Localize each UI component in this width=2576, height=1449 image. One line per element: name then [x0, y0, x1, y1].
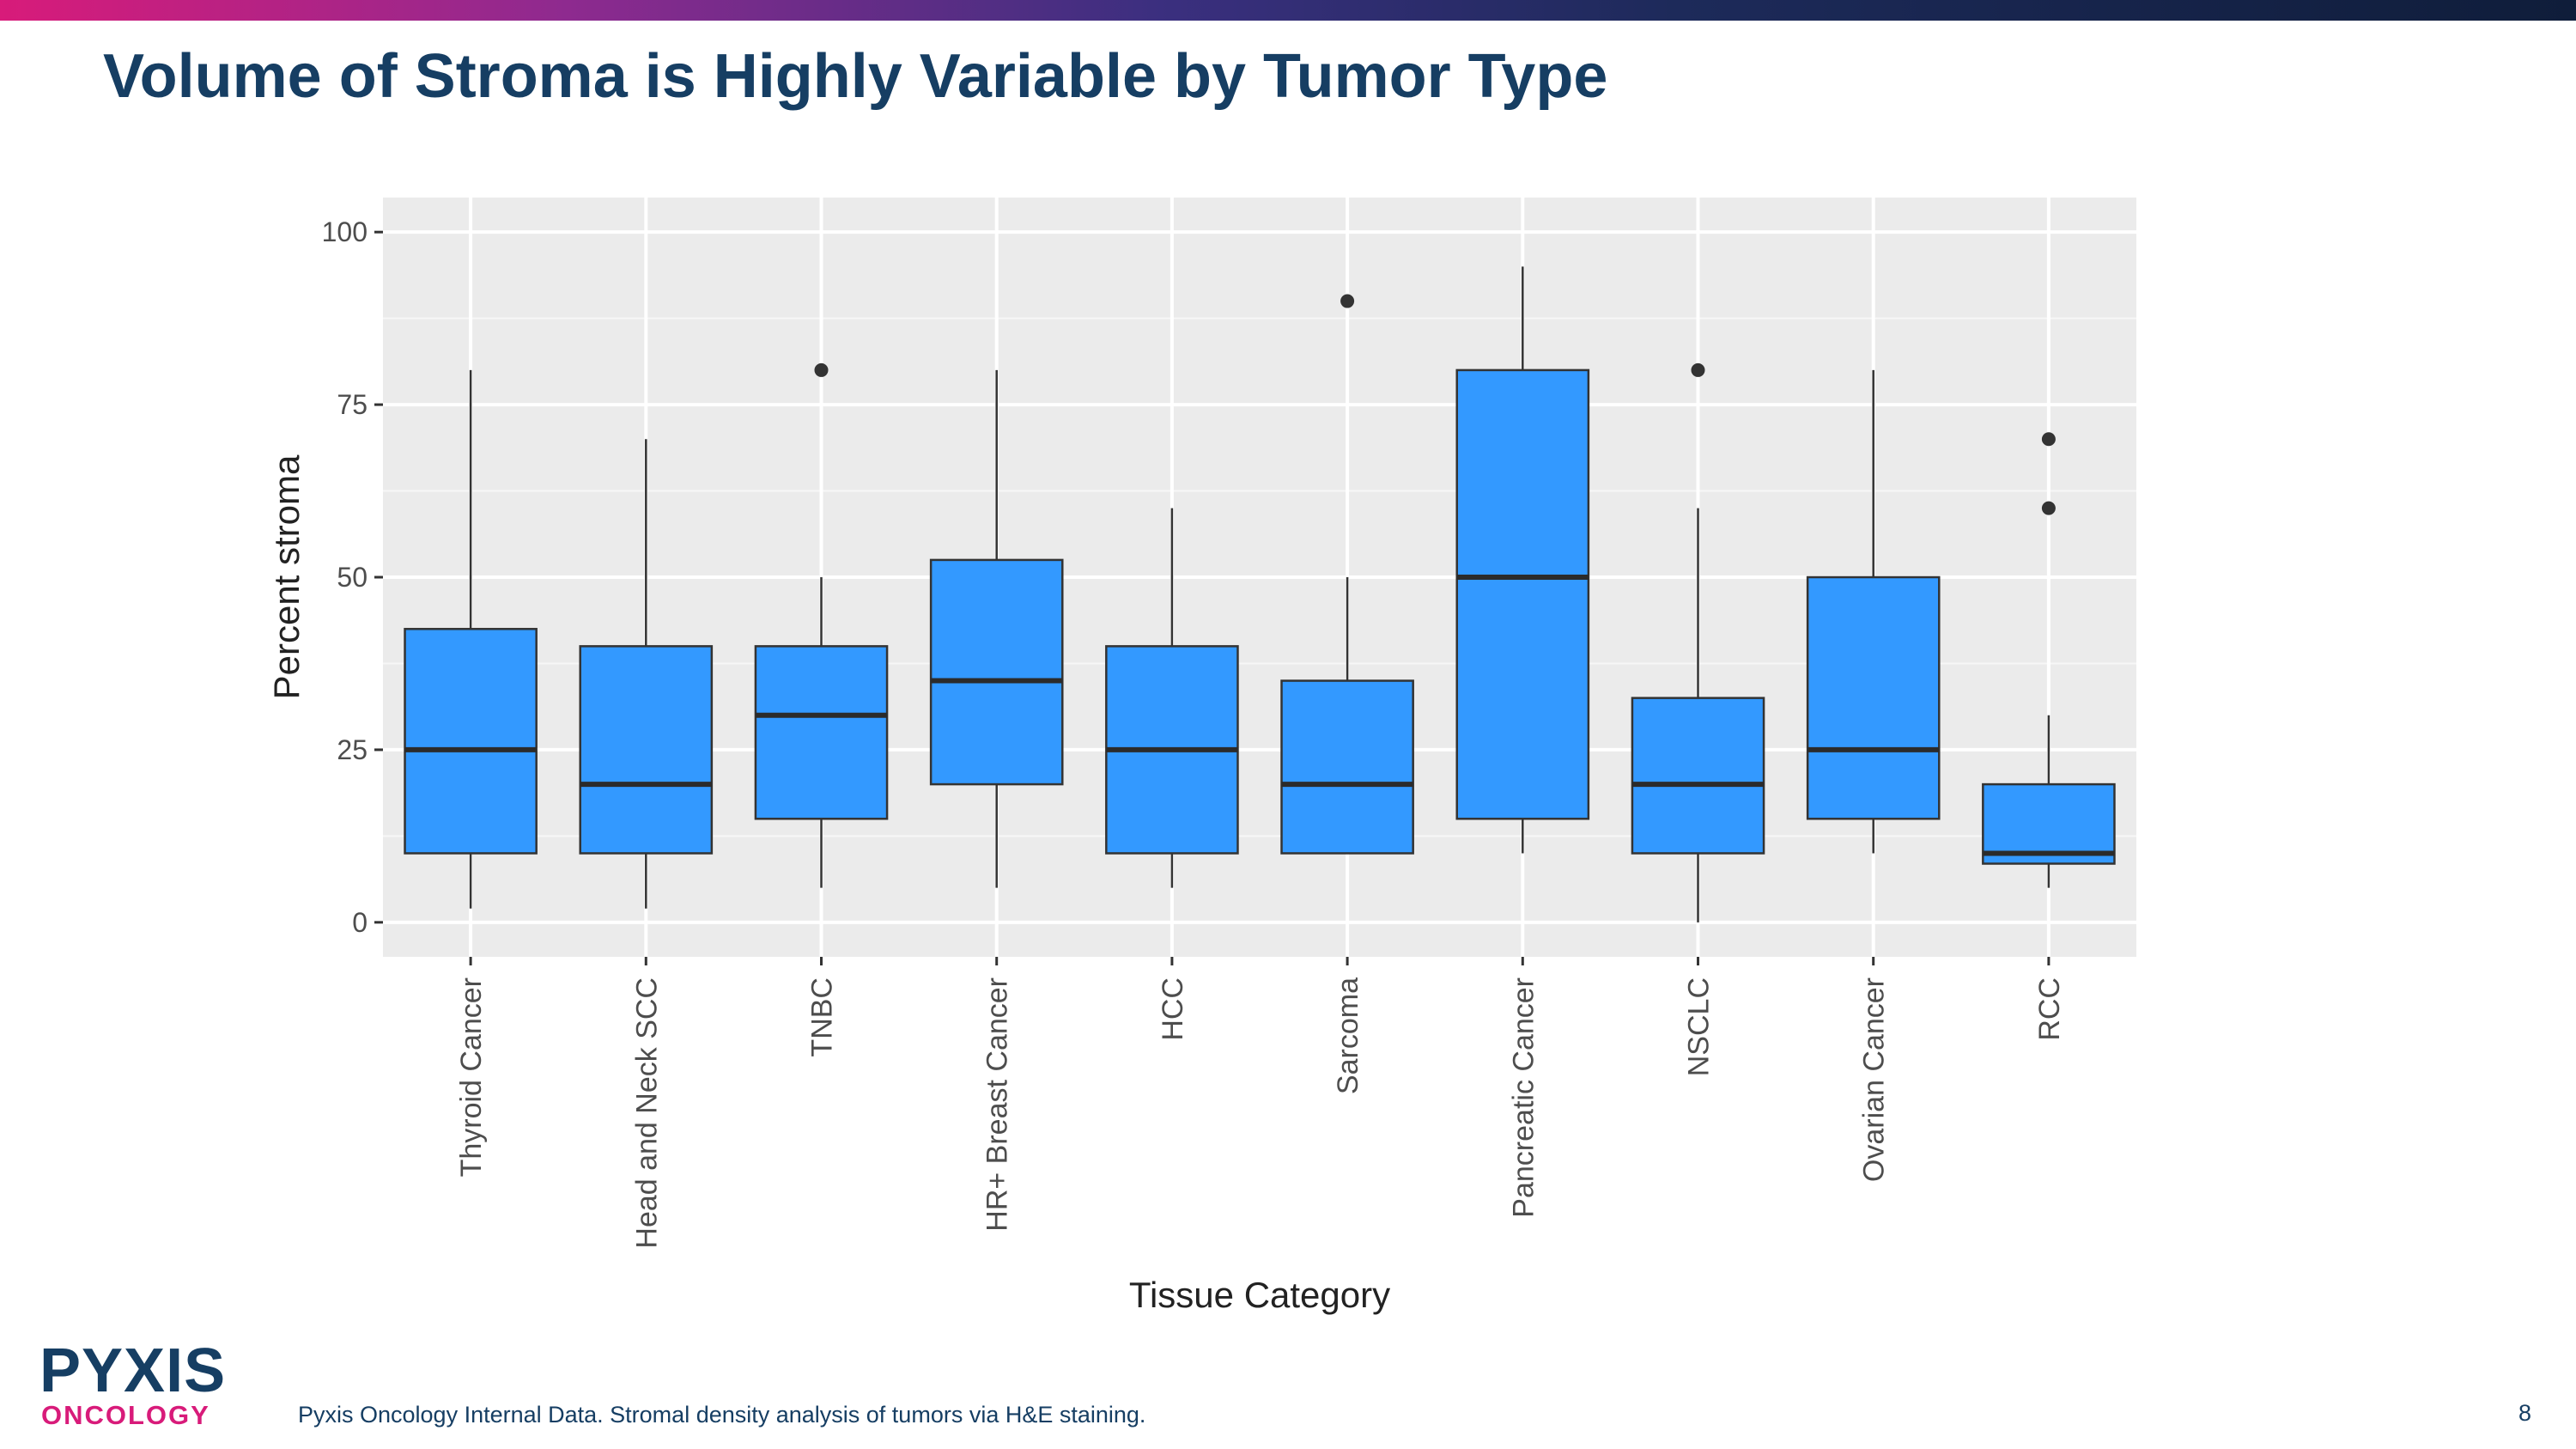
- y-tick-label: 100: [322, 216, 368, 247]
- x-tick-label: HCC: [1157, 977, 1189, 1041]
- x-tick-label: Sarcoma: [1332, 977, 1364, 1094]
- y-tick-label: 25: [337, 734, 368, 765]
- pyxis-logo: PYXIS ONCOLOGY: [39, 1340, 237, 1434]
- y-tick-label: 0: [352, 907, 368, 938]
- x-tick-label: Thyroid Cancer: [455, 977, 488, 1177]
- footnote: Pyxis Oncology Internal Data. Stromal de…: [298, 1402, 1146, 1428]
- box-iqr: [1806, 575, 1941, 820]
- logo-main-text: PYXIS: [39, 1336, 227, 1405]
- box-iqr: [404, 628, 538, 855]
- page-number: 8: [2518, 1400, 2531, 1426]
- logo-sub-text: ONCOLOGY: [41, 1400, 210, 1430]
- slide-title: Volume of Stroma is Highly Variable by T…: [103, 42, 1608, 111]
- y-tick-label: 75: [337, 389, 368, 420]
- y-tick-label: 50: [337, 562, 368, 593]
- box-iqr: [754, 645, 889, 820]
- x-tick-label: Head and Neck SCC: [630, 977, 663, 1249]
- box-iqr: [579, 645, 714, 855]
- box-iqr: [1280, 679, 1414, 855]
- outlier-point: [1340, 294, 1355, 308]
- x-tick-label: Ovarian Cancer: [1858, 977, 1891, 1182]
- outlier-point: [1691, 362, 1705, 377]
- x-tick-label: NSCLC: [1683, 977, 1716, 1076]
- y-axis-title: Percent stroma: [266, 454, 307, 699]
- x-tick-label: Pancreatic Cancer: [1507, 977, 1540, 1218]
- outlier-point: [2041, 501, 2056, 515]
- box-iqr: [929, 558, 1064, 786]
- box-iqr: [1631, 697, 1765, 855]
- top-gradient-band: [0, 0, 2576, 21]
- x-tick-label: RCC: [2033, 977, 2066, 1041]
- x-tick-label: TNBC: [806, 977, 839, 1057]
- outlier-point: [814, 362, 829, 377]
- x-tick-label: HR+ Breast Cancer: [981, 977, 1014, 1232]
- box-iqr: [1982, 782, 2116, 865]
- box-iqr: [1455, 368, 1590, 820]
- x-axis-title: Tissue Category: [1129, 1275, 1390, 1315]
- outlier-point: [2041, 432, 2056, 447]
